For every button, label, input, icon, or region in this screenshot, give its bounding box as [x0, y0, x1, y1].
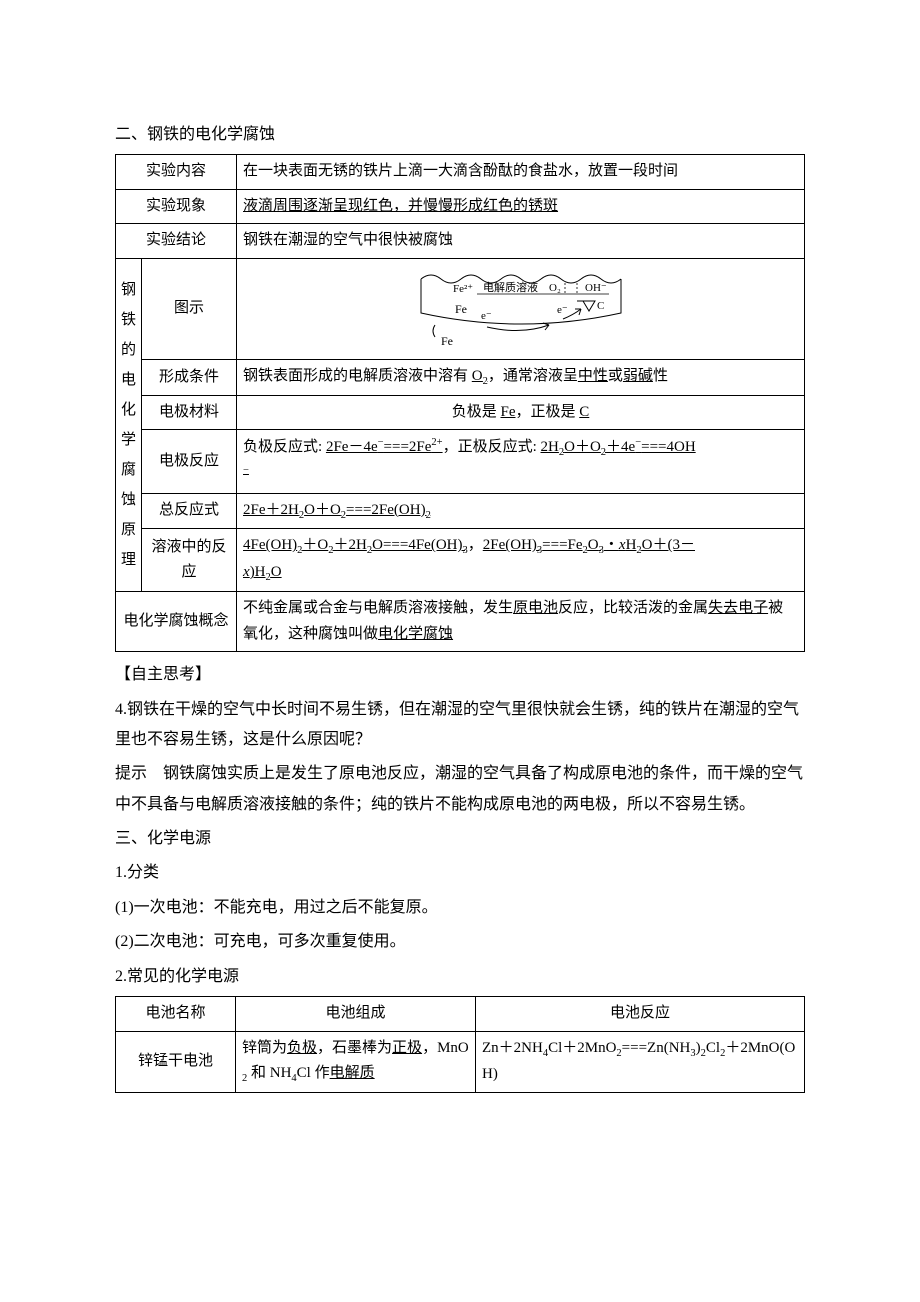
total-label: 总反应式 — [142, 493, 237, 529]
section3-heading: 三、化学电源 — [115, 824, 805, 854]
section3-p1: (1)一次电池：不能充电，用过之后不能复原。 — [115, 893, 805, 923]
condition-value: 钢铁表面形成的电解质溶液中溶有 O2，通常溶液呈中性或弱碱性 — [237, 359, 805, 395]
table-row: 电化学腐蚀概念 不纯金属或合金与电解质溶液接触，发生原电池反应，比较活泼的金属失… — [116, 592, 805, 652]
diag-electrolyte: 电解质溶液 — [483, 280, 538, 294]
think-q4: 4.钢铁在干燥的空气中长时间不易生锈，但在潮湿的空气里很快就会生锈，纯的铁片在潮… — [115, 695, 805, 756]
electrode-rxn-value: 负极反应式: 2Fe－4e−===2Fe2+，正极反应式: 2H2O＋O2＋4e… — [237, 430, 805, 493]
think-hint: 提示 钢铁腐蚀实质上是发生了原电池反应，潮湿的空气具备了构成原电池的条件，而干燥… — [115, 759, 805, 820]
section2-heading: 二、钢铁的电化学腐蚀 — [115, 120, 805, 150]
soln-label: 溶液中的反应 — [142, 529, 237, 592]
table-row: 电极反应 负极反应式: 2Fe－4e−===2Fe2+，正极反应式: 2H2O＋… — [116, 430, 805, 493]
electrode-mat-value: 负极是 Fe，正极是 C — [237, 395, 805, 430]
electrode-rxn-label: 电极反应 — [142, 430, 237, 493]
diag-e1: e⁻ — [481, 310, 492, 322]
corrosion-table: 实验内容 在一块表面无锈的铁片上滴一大滴含酚酞的食盐水，放置一段时间 实验现象 … — [115, 154, 805, 652]
condition-label: 形成条件 — [142, 359, 237, 395]
row-concl-label: 实验结论 — [116, 224, 237, 259]
soln-value: 4Fe(OH)2＋O2＋2H2O===4Fe(OH)3，2Fe(OH)3===F… — [237, 529, 805, 592]
section3-sub1: 1.分类 — [115, 858, 805, 888]
bt-head-rxn: 电池反应 — [476, 997, 805, 1032]
diag-o2: O₂ — [549, 282, 561, 294]
concept-label: 电化学腐蚀概念 — [116, 592, 237, 652]
concept-value: 不纯金属或合金与电解质溶液接触，发生原电池反应，比较活泼的金属失去电子被氧化，这… — [237, 592, 805, 652]
vertical-label: 钢铁的电化学腐蚀原理 — [116, 258, 142, 591]
think-heading: 【自主思考】 — [115, 660, 805, 690]
diagram-label: 图示 — [142, 258, 237, 359]
table-row: 钢铁的电化学腐蚀原理 图示 Fe²⁺ 电解质溶液 O₂ OH⁻ Fe C — [116, 258, 805, 359]
bt-head-comp: 电池组成 — [236, 997, 476, 1032]
diag-fe-top: Fe — [455, 302, 467, 316]
diag-e2: e⁻ — [557, 304, 568, 316]
table-row: 溶液中的反应 4Fe(OH)2＋O2＋2H2O===4Fe(OH)3，2Fe(O… — [116, 529, 805, 592]
table-row: 形成条件 钢铁表面形成的电解质溶液中溶有 O2，通常溶液呈中性或弱碱性 — [116, 359, 805, 395]
row-content-value: 在一块表面无锈的铁片上滴一大滴含酚酞的食盐水，放置一段时间 — [237, 155, 805, 190]
diag-fe-bot: Fe — [441, 334, 453, 348]
section3-sub2: 2.常见的化学电源 — [115, 962, 805, 992]
diagram-cell: Fe²⁺ 电解质溶液 O₂ OH⁻ Fe C e⁻ e⁻ — [237, 258, 805, 359]
row-phenom-value: 液滴周围逐渐呈现红色，并慢慢形成红色的锈斑 — [237, 189, 805, 224]
table-row: 实验结论 钢铁在潮湿的空气中很快被腐蚀 — [116, 224, 805, 259]
corrosion-diagram: Fe²⁺ 电解质溶液 O₂ OH⁻ Fe C e⁻ e⁻ — [391, 265, 651, 353]
table-row: 总反应式 2Fe＋2H2O＋O2===2Fe(OH)2 — [116, 493, 805, 529]
row-phenom-label: 实验现象 — [116, 189, 237, 224]
table-row: 电池名称 电池组成 电池反应 — [116, 997, 805, 1032]
row-concl-value: 钢铁在潮湿的空气中很快被腐蚀 — [237, 224, 805, 259]
table-row: 电极材料 负极是 Fe，正极是 C — [116, 395, 805, 430]
row-content-label: 实验内容 — [116, 155, 237, 190]
bt-row1-comp: 锌筒为负极，石墨棒为正极，MnO2 和 NH4Cl 作电解质 — [236, 1031, 476, 1092]
table-row: 锌锰干电池 锌筒为负极，石墨棒为正极，MnO2 和 NH4Cl 作电解质 Zn＋… — [116, 1031, 805, 1092]
diag-oh: OH⁻ — [585, 282, 607, 294]
diag-c: C — [597, 300, 604, 312]
total-value: 2Fe＋2H2O＋O2===2Fe(OH)2 — [237, 493, 805, 529]
section3-p2: (2)二次电池：可充电，可多次重复使用。 — [115, 927, 805, 957]
bt-head-name: 电池名称 — [116, 997, 236, 1032]
battery-table: 电池名称 电池组成 电池反应 锌锰干电池 锌筒为负极，石墨棒为正极，MnO2 和… — [115, 996, 805, 1093]
bt-row1-name: 锌锰干电池 — [116, 1031, 236, 1092]
bt-row1-rxn: Zn＋2NH4Cl＋2MnO2===Zn(NH3)2Cl2＋2MnO(OH) — [476, 1031, 805, 1092]
table-row: 实验现象 液滴周围逐渐呈现红色，并慢慢形成红色的锈斑 — [116, 189, 805, 224]
table-row: 实验内容 在一块表面无锈的铁片上滴一大滴含酚酞的食盐水，放置一段时间 — [116, 155, 805, 190]
electrode-mat-label: 电极材料 — [142, 395, 237, 430]
diag-fe2plus: Fe²⁺ — [453, 283, 473, 295]
